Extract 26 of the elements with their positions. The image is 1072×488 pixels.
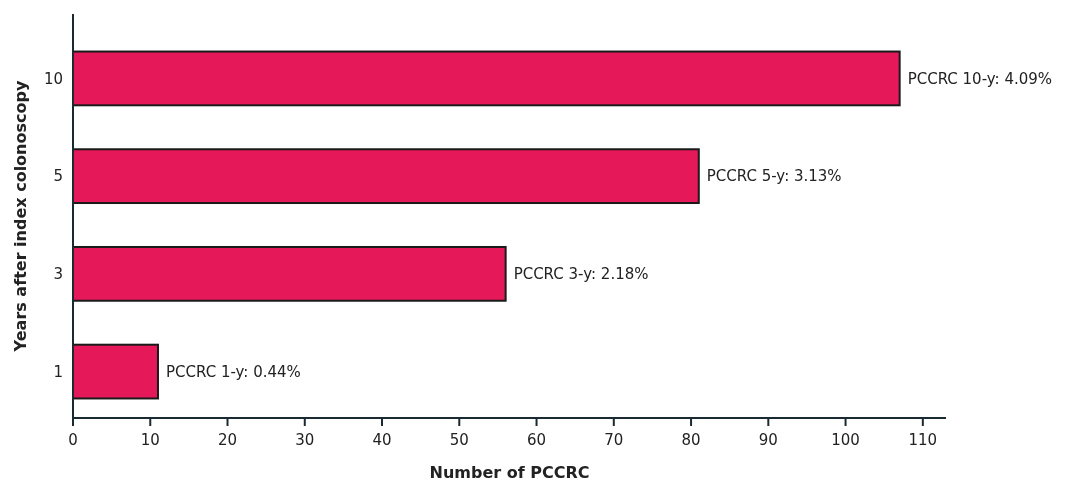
y-tick-label: 3 [53,265,63,284]
x-tick-label: 60 [526,431,547,449]
x-axis-title: Number of PCCRC [429,463,590,482]
x-tick-label: 70 [604,431,624,449]
x-tick-label: 40 [372,431,392,449]
annotation: PCCRC 5-y: 3.13% [706,167,842,186]
x-tick-label: 110 [908,431,938,449]
x-tick-label: 50 [449,431,469,449]
y-tick-label: 10 [43,69,63,88]
annotation: PCCRC 3-y: 2.18% [513,265,649,284]
bar [72,343,159,400]
x-tick-label: 100 [831,431,860,449]
annotation: PCCRC 10-y: 4.09% [907,69,1053,88]
bar [72,148,700,205]
x-tick-label: 80 [681,431,701,449]
x-tick-label: 30 [295,431,315,449]
x-tick-label: 0 [68,431,78,449]
annotation: PCCRC 1-y: 0.44% [165,362,301,381]
bar [72,50,901,107]
x-tick-label: 20 [217,431,238,449]
x-tick-label: 90 [758,431,778,449]
y-tick-label: 5 [53,167,63,186]
bar [72,245,507,302]
x-tick-label: 10 [140,431,160,449]
y-axis-title: Years after index colonoscopy [11,80,30,353]
y-tick-label: 1 [53,362,63,381]
